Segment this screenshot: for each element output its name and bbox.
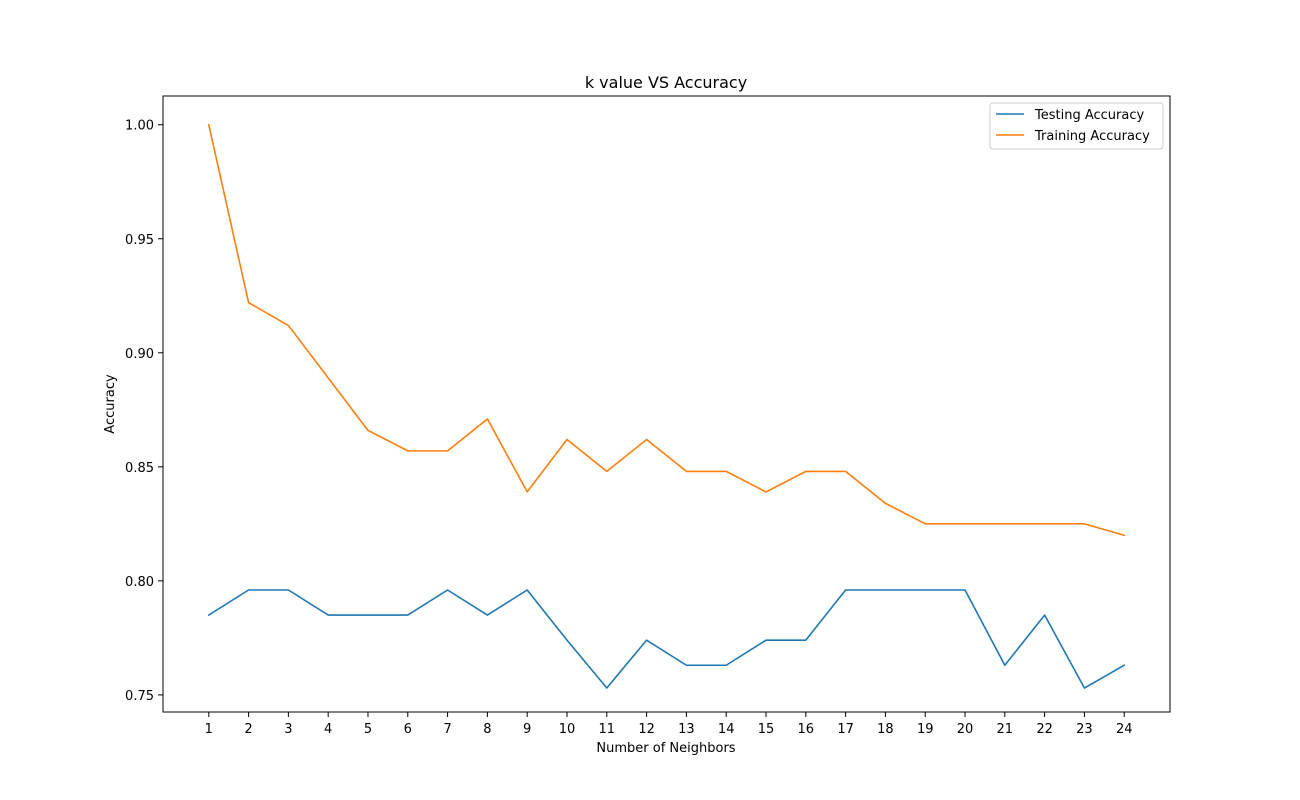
x-tick-label: 1 xyxy=(205,722,213,737)
x-tick-label: 23 xyxy=(1076,722,1093,737)
legend: Testing Accuracy Training Accuracy xyxy=(989,102,1164,150)
x-tick-label: 18 xyxy=(877,722,894,737)
legend-box xyxy=(989,102,1164,150)
x-tick-label: 20 xyxy=(957,722,974,737)
legend-label: Training Accuracy xyxy=(1034,129,1150,144)
y-axis: 0.75 0.80 0.85 0.90 0.95 1.00 xyxy=(125,119,163,704)
y-tick-label: 0.75 xyxy=(125,689,154,704)
x-tick-label: 17 xyxy=(837,722,854,737)
x-tick-label: 19 xyxy=(917,722,934,737)
y-axis-label: Accuracy xyxy=(103,374,118,434)
x-tick-label: 16 xyxy=(798,722,815,737)
x-tick-label: 22 xyxy=(1036,722,1053,737)
series-line-training-accuracy xyxy=(207,123,1126,537)
y-tick-label: 0.90 xyxy=(125,347,154,362)
x-tick-label: 3 xyxy=(284,722,292,737)
x-tick-label: 11 xyxy=(599,722,616,737)
x-tick-label: 8 xyxy=(483,722,491,737)
x-tick-label: 13 xyxy=(678,722,695,737)
y-tick-label: 0.95 xyxy=(125,233,154,248)
series-line-testing-accuracy xyxy=(207,589,1126,689)
x-tick-label: 2 xyxy=(244,722,252,737)
plot-frame xyxy=(162,95,1171,713)
y-tick-label: 0.80 xyxy=(125,575,154,590)
y-tick-label: 1.00 xyxy=(125,119,154,134)
x-tick-label: 12 xyxy=(638,722,655,737)
x-tick-label: 6 xyxy=(404,722,412,737)
x-axis-label: Number of Neighbors xyxy=(596,741,735,756)
x-axis: 1 2 3 4 5 6 7 8 9 10 11 12 13 14 15 16 17 18 19 20 21 22 23 24 xyxy=(205,712,1133,737)
x-tick-label: 10 xyxy=(559,722,576,737)
x-tick-label: 24 xyxy=(1116,722,1133,737)
x-tick-label: 9 xyxy=(523,722,531,737)
x-tick-label: 4 xyxy=(324,722,332,737)
chart-title: k value VS Accuracy xyxy=(585,73,747,92)
x-tick-label: 21 xyxy=(997,722,1014,737)
x-tick-label: 7 xyxy=(443,722,451,737)
series-layer xyxy=(207,123,1126,689)
legend-label: Testing Accuracy xyxy=(1034,108,1144,123)
y-tick-label: 0.85 xyxy=(125,461,154,476)
x-tick-label: 15 xyxy=(758,722,775,737)
x-tick-label: 14 xyxy=(718,722,735,737)
x-tick-label: 5 xyxy=(364,722,372,737)
plot-area xyxy=(207,123,1126,689)
